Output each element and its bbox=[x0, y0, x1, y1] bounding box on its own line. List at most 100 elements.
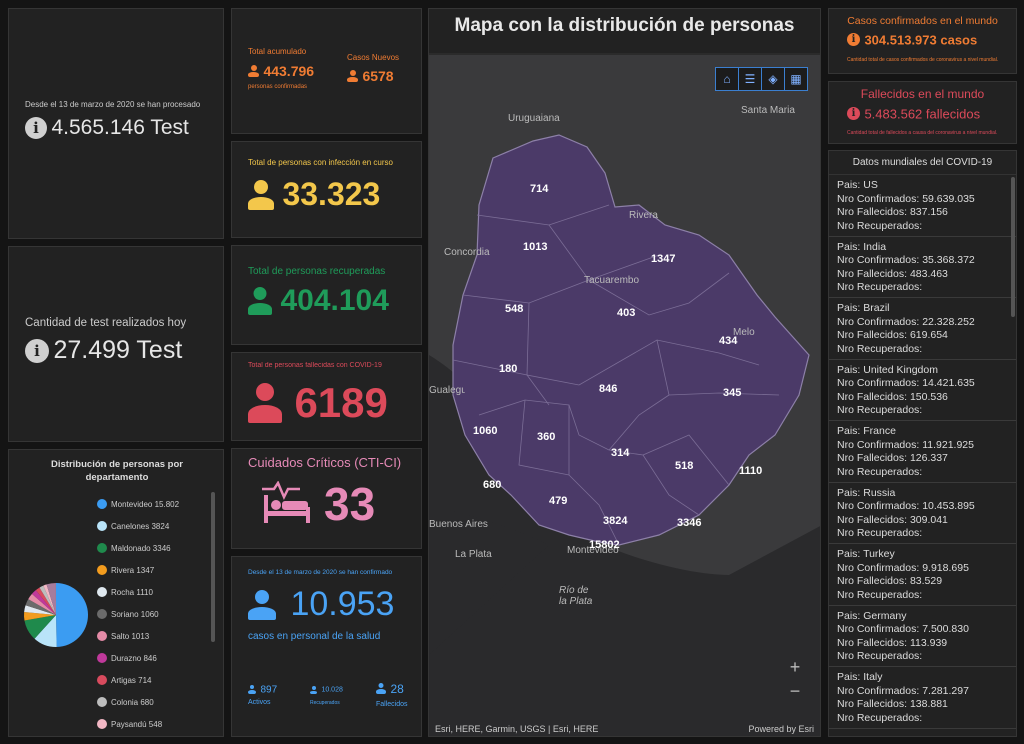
department-count-label[interactable]: 15802 bbox=[589, 539, 620, 551]
department-count-label[interactable]: 1013 bbox=[523, 241, 548, 253]
department-count-label[interactable]: 403 bbox=[617, 307, 636, 319]
pie-slice[interactable] bbox=[46, 583, 56, 615]
world-item-rec: Nro Recuperados: bbox=[837, 219, 923, 232]
place-label: Buenos Aires bbox=[429, 519, 488, 530]
department-count-label[interactable]: 3346 bbox=[677, 517, 702, 529]
department-count-label[interactable]: 1110 bbox=[739, 465, 763, 477]
legend-item[interactable]: Montevideo 15.802 bbox=[97, 499, 179, 509]
pie-slice[interactable] bbox=[35, 587, 56, 615]
pie-slice[interactable] bbox=[56, 583, 88, 647]
zoom-out-button[interactable]: − bbox=[789, 681, 801, 701]
world-item-fall: Nro Fallecidos: 483.463 bbox=[837, 267, 948, 280]
health-recovered-label: Recuperados bbox=[310, 700, 340, 706]
legend-label: Maldonado 3346 bbox=[111, 544, 171, 553]
department-count-label[interactable]: 680 bbox=[483, 479, 502, 491]
pie-slice[interactable] bbox=[24, 612, 56, 621]
world-list-item[interactable]: Pais: Turkey Nro Confirmados: 9.918.695 Nr… bbox=[829, 544, 1016, 606]
person-icon bbox=[310, 685, 317, 694]
world-item-fall: Nro Fallecidos: 83.529 bbox=[837, 575, 943, 587]
department-count-label[interactable]: 1347 bbox=[651, 253, 676, 265]
legend-item[interactable]: Colonia 680 bbox=[97, 697, 154, 707]
world-item-conf: Nro Confirmados: 35.368.372 bbox=[837, 254, 975, 266]
powered-by-esri[interactable]: Powered by Esri bbox=[748, 724, 814, 734]
world-list-item[interactable]: Pais: US Nro Confirmados: 59.639.035 Nro F… bbox=[829, 175, 1016, 237]
map-view[interactable]: ⌂ ☰ ◈ ▦ Uruguaiana Santa Maria Rivera Co… bbox=[429, 55, 820, 736]
distribution-scrollbar[interactable] bbox=[211, 492, 215, 642]
department-count-label[interactable]: 518 bbox=[675, 460, 694, 472]
pie-slice[interactable] bbox=[31, 590, 56, 615]
pie-slice[interactable] bbox=[34, 615, 57, 647]
legend-swatch bbox=[97, 609, 107, 619]
legend-swatch bbox=[97, 565, 107, 575]
legend-label: Rivera 1347 bbox=[111, 566, 155, 575]
pie-slice[interactable] bbox=[43, 584, 56, 615]
legend-item[interactable]: Durazno 846 bbox=[97, 653, 157, 663]
uruguay-region[interactable] bbox=[452, 134, 810, 546]
department-count-label[interactable]: 714 bbox=[530, 183, 549, 195]
person-icon bbox=[248, 685, 256, 695]
world-item-pais: Pais: France bbox=[837, 425, 896, 437]
person-icon bbox=[347, 69, 358, 82]
department-count-label[interactable]: 479 bbox=[549, 495, 568, 507]
world-item-rec: Nro Recuperados: bbox=[837, 342, 923, 355]
recovered-label: Total de personas recuperadas bbox=[248, 266, 386, 277]
legend-swatch bbox=[97, 543, 107, 553]
department-count-label[interactable]: 548 bbox=[505, 303, 524, 315]
person-icon bbox=[248, 383, 282, 423]
department-count-label[interactable]: 1060 bbox=[473, 425, 498, 437]
world-item-rec: Nro Recuperados: bbox=[837, 465, 923, 478]
home-icon[interactable]: ⌂ bbox=[715, 67, 739, 91]
legend-label: Colonia 680 bbox=[111, 698, 154, 707]
department-count-label[interactable]: 314 bbox=[611, 447, 630, 459]
legend-item[interactable]: Rivera 1347 bbox=[97, 565, 155, 575]
zoom-in-button[interactable]: + bbox=[789, 657, 801, 677]
active-value: 33.323 bbox=[282, 176, 381, 212]
legend-swatch bbox=[97, 587, 107, 597]
world-item-pais: Pais: India bbox=[837, 240, 887, 253]
world-item-fall: Nro Fallecidos: 309.041 bbox=[837, 513, 948, 526]
legend-item[interactable]: Maldonado 3346 bbox=[97, 543, 171, 553]
department-count-label[interactable]: 360 bbox=[537, 431, 556, 443]
world-item-pais: Pais: Brazil bbox=[837, 302, 890, 314]
pie-slice[interactable] bbox=[24, 605, 56, 615]
department-count-label[interactable]: 434 bbox=[719, 335, 738, 347]
pie-slice[interactable] bbox=[24, 615, 56, 639]
tests-today-caption: Cantidad de test realizados hoy bbox=[25, 317, 187, 329]
info-icon: i bbox=[847, 33, 860, 47]
world-item-conf: Nro Confirmados: 14.421.635 bbox=[837, 377, 975, 389]
legend-item[interactable]: Salto 1013 bbox=[97, 631, 149, 641]
world-list-item[interactable]: Pais: Germany Nro Confirmados: 7.500.830 N… bbox=[829, 606, 1016, 667]
place-label: Montevideo bbox=[567, 545, 619, 556]
department-count-label[interactable]: 3824 bbox=[603, 515, 628, 527]
legend-item[interactable]: Artigas 714 bbox=[97, 675, 151, 685]
pie-slice[interactable] bbox=[25, 599, 56, 615]
world-list-item[interactable]: Pais: Brazil Nro Confirmados: 22.328.252 N… bbox=[829, 298, 1016, 360]
info-icon: i bbox=[25, 117, 47, 139]
legend-item[interactable]: Soriano 1060 bbox=[97, 609, 159, 619]
world-list-item[interactable]: Pais: Italy Nro Confirmados: 7.281.297 Nro… bbox=[829, 667, 1016, 729]
legend-item[interactable]: Canelones 3824 bbox=[97, 521, 169, 531]
world-list-item[interactable]: Pais: France Nro Confirmados: 11.921.925 N… bbox=[829, 421, 1016, 483]
world-list-item[interactable]: Pais: India Nro Confirmados: 35.368.372 Nr… bbox=[829, 237, 1016, 298]
distribution-pie-chart bbox=[24, 583, 88, 647]
legend-item[interactable]: Paysandú 548 bbox=[97, 719, 162, 729]
deceased-value: 6189 bbox=[294, 379, 388, 426]
department-count-label[interactable]: 345 bbox=[723, 387, 742, 399]
world-list-scrollbar[interactable] bbox=[1011, 177, 1015, 317]
department-count-label[interactable]: 180 bbox=[499, 363, 518, 375]
layers-icon[interactable]: ◈ bbox=[761, 67, 785, 91]
map-title: Mapa con la distribución de personas bbox=[429, 9, 820, 53]
person-icon bbox=[248, 589, 276, 620]
basemap-gallery-icon[interactable]: ▦ bbox=[784, 67, 808, 91]
pie-slice[interactable] bbox=[39, 585, 56, 615]
legend-list-icon[interactable]: ☰ bbox=[738, 67, 762, 91]
department-count-label[interactable]: 846 bbox=[599, 383, 618, 395]
accumulated-panel: Total acumulado 443.796 personas confirm… bbox=[231, 8, 422, 134]
legend-item[interactable]: Rocha 1110 bbox=[97, 587, 153, 597]
world-list-item[interactable]: Pais: Russia Nro Confirmados: 10.453.895 N… bbox=[829, 483, 1016, 544]
world-list-item[interactable]: Pais: United Kingdom Nro Confirmados: 14.… bbox=[829, 360, 1016, 421]
pie-slice[interactable] bbox=[28, 593, 56, 615]
health-active-value: 897 bbox=[260, 684, 278, 696]
place-label: Río de la Plata bbox=[559, 585, 593, 607]
world-item-fall: Nro Fallecidos: 113.939 bbox=[837, 636, 948, 649]
